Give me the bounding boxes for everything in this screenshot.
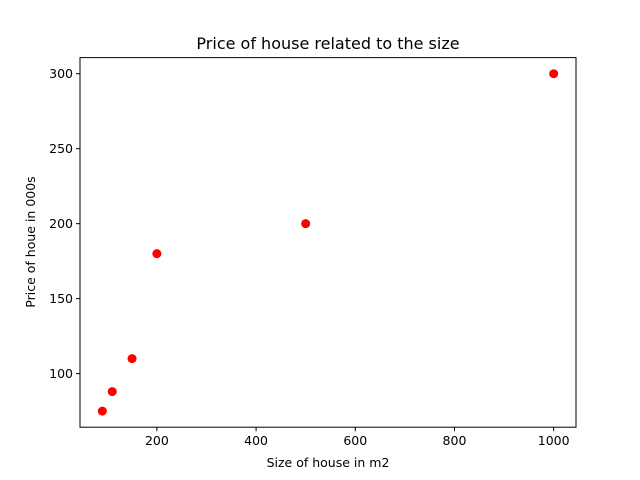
x-axis: 200 400 600 800 1000	[145, 427, 570, 448]
data-point	[549, 69, 559, 79]
x-axis-label: Size of house in m2	[267, 455, 390, 470]
y-axis: 100 150 200 250 300	[49, 66, 80, 381]
y-tick-label: 100	[49, 366, 73, 381]
y-tick-label: 250	[49, 141, 73, 156]
y-axis-label: Price of houe in 000s	[23, 176, 38, 307]
data-points	[97, 69, 559, 416]
data-point	[301, 219, 311, 229]
data-point	[107, 387, 117, 397]
x-tick-label: 200	[145, 433, 169, 448]
x-tick-label: 1000	[538, 433, 570, 448]
y-tick-label: 200	[49, 216, 73, 231]
y-tick-label: 300	[49, 66, 73, 81]
y-tick-label: 150	[49, 291, 73, 306]
x-tick-label: 600	[343, 433, 367, 448]
x-tick-label: 400	[244, 433, 268, 448]
data-point	[152, 249, 162, 259]
plot-area	[79, 57, 577, 428]
data-point	[127, 354, 137, 364]
x-tick-label: 800	[443, 433, 467, 448]
chart-title: Price of house related to the size	[196, 34, 459, 53]
data-point	[97, 406, 107, 416]
